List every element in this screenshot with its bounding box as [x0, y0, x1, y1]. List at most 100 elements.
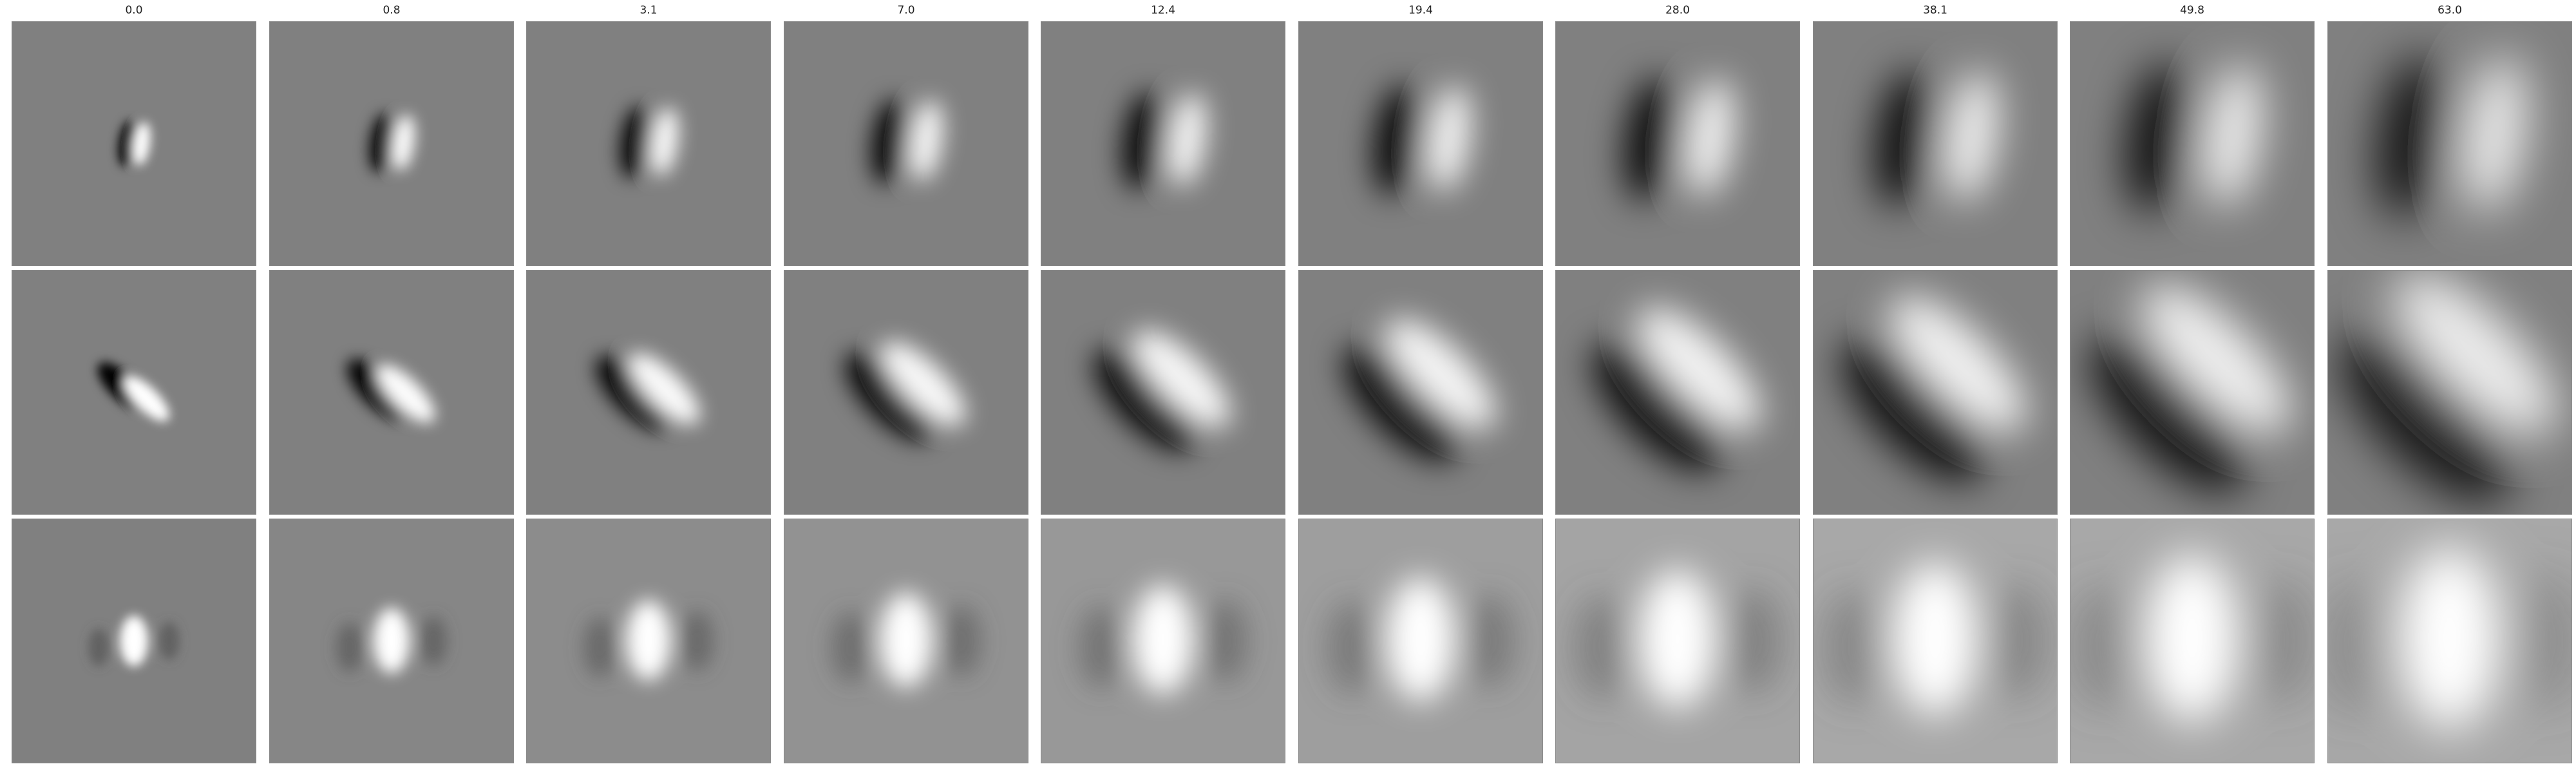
light-lobe — [1892, 562, 1978, 716]
side-lobe — [88, 628, 109, 667]
column-title: 3.1 — [639, 4, 658, 17]
side-lobe — [1326, 600, 1377, 694]
column-title: 0.0 — [125, 4, 143, 17]
filter-image — [270, 271, 513, 514]
light-lobe — [1132, 584, 1194, 694]
side-lobe — [1464, 594, 1515, 688]
dark-lobe — [1624, 77, 1676, 202]
filter-image — [1556, 271, 1799, 514]
dark-lobe — [2090, 336, 2246, 493]
light-lobe — [1637, 307, 1761, 431]
filter-panel — [2327, 519, 2572, 763]
dark-lobe — [1841, 339, 1984, 482]
side-lobe — [420, 616, 447, 666]
filter-image — [12, 22, 256, 265]
filter-image — [527, 519, 770, 763]
filter-image — [2328, 519, 2571, 763]
dark-lobe — [871, 99, 907, 184]
dark-lobe — [1094, 349, 1196, 451]
filter-panel — [526, 21, 771, 266]
filter-image — [1556, 22, 1799, 265]
filter-image — [1814, 519, 2057, 763]
filter-image — [527, 271, 770, 514]
filter-panel — [2070, 519, 2315, 763]
light-lobe — [650, 107, 679, 176]
light-lobe — [2141, 284, 2291, 434]
light-lobe — [2204, 63, 2262, 207]
filter-panel — [2070, 270, 2315, 515]
side-lobe — [2508, 571, 2571, 711]
dark-lobe — [346, 359, 408, 420]
column-title: 7.0 — [897, 4, 915, 17]
light-lobe — [2394, 272, 2557, 435]
light-lobe — [120, 615, 148, 667]
filter-image — [2070, 22, 2314, 265]
dark-lobe — [2377, 55, 2446, 219]
light-lobe — [133, 122, 151, 166]
side-lobe — [1573, 595, 1630, 700]
light-lobe — [2463, 56, 2526, 212]
filter-panel — [2327, 21, 2572, 266]
dark-lobe — [1343, 346, 1459, 462]
filter-panel — [269, 270, 514, 515]
light-lobe — [1385, 318, 1496, 429]
filter-panel — [269, 519, 514, 763]
filter-panel — [784, 519, 1028, 763]
filter-image — [2070, 519, 2314, 763]
side-lobe — [1203, 599, 1248, 683]
side-lobe — [583, 616, 616, 678]
filter-image — [2328, 271, 2571, 514]
light-lobe — [1889, 295, 2027, 432]
light-lobe — [392, 115, 415, 171]
light-lobe — [373, 607, 410, 674]
filter-image — [1041, 271, 1285, 514]
column-title: 0.8 — [383, 4, 401, 17]
column-title: 12.4 — [1151, 4, 1175, 17]
filter-panel — [1813, 270, 2058, 515]
column-title: 63.0 — [2438, 4, 2462, 17]
side-lobe — [1987, 582, 2049, 700]
side-lobe — [2070, 584, 2137, 711]
filter-image — [12, 271, 256, 514]
light-lobe — [1639, 569, 1716, 709]
filter-panel — [1041, 270, 1285, 515]
filter-image — [270, 519, 513, 763]
filter-image — [784, 271, 1028, 514]
filter-panel — [2327, 270, 2572, 515]
filter-panel — [526, 270, 771, 515]
light-lobe — [1427, 85, 1471, 191]
side-lobe — [831, 611, 870, 683]
column-title: 19.4 — [1408, 4, 1433, 17]
light-lobe — [881, 341, 965, 426]
dark-lobe — [118, 120, 137, 167]
filter-panel — [1555, 519, 1800, 763]
filter-panel — [2070, 21, 2315, 266]
filter-panel — [1298, 270, 1543, 515]
filter-image — [784, 22, 1028, 265]
filter-panel — [1298, 21, 1543, 266]
light-lobe — [909, 100, 943, 181]
filter-image — [2328, 22, 2571, 265]
filter-panel — [1555, 21, 1800, 266]
light-lobe — [1386, 577, 1455, 701]
light-lobe — [1686, 78, 1734, 196]
side-lobe — [336, 622, 363, 673]
filter-panel — [1298, 519, 1543, 763]
dark-lobe — [369, 113, 394, 173]
dark-lobe — [845, 352, 933, 441]
light-lobe — [2399, 546, 2501, 729]
side-lobe — [2328, 578, 2391, 717]
dark-lobe — [1373, 84, 1420, 196]
dark-lobe — [620, 106, 650, 178]
filter-panel — [12, 519, 256, 763]
filter-image — [1814, 22, 2057, 265]
filter-panel — [526, 519, 771, 763]
dark-lobe — [1122, 91, 1163, 190]
side-lobe — [1078, 606, 1123, 689]
filter-image — [1041, 519, 1285, 763]
filter-image — [784, 519, 1028, 763]
filter-panel — [1813, 21, 2058, 266]
light-lobe — [1168, 93, 1206, 186]
filter-panel — [1813, 519, 2058, 763]
